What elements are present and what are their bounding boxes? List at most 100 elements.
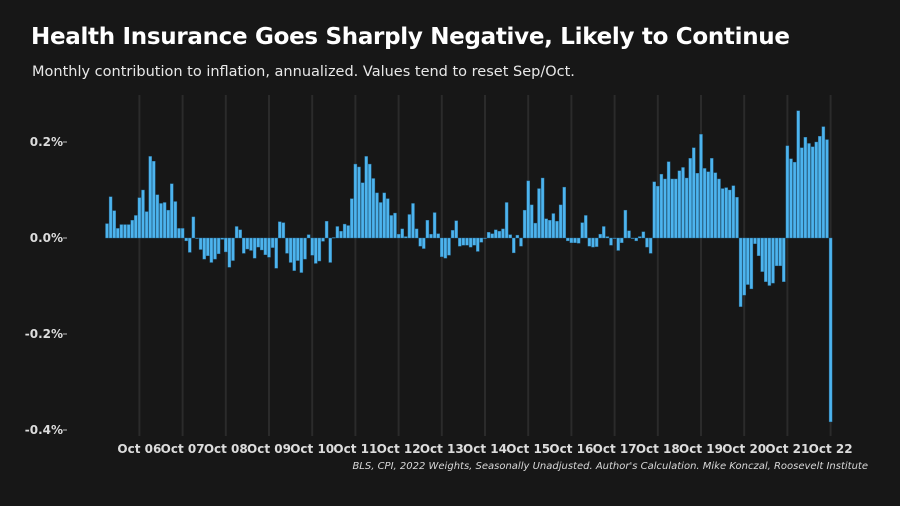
bar-2016-04 [548, 220, 552, 239]
bar-2018-08 [648, 237, 653, 254]
bar-2022-06 [814, 141, 818, 239]
bar-2015-07 [515, 234, 520, 239]
bar-2013-01 [407, 214, 412, 239]
bar-2020-03 [717, 178, 721, 239]
bar-2021-05 [767, 237, 772, 286]
bar-2013-10 [440, 237, 444, 257]
bar-2021-02 [756, 237, 761, 256]
bar-2018-07 [645, 237, 649, 248]
bar-2016-03 [544, 218, 548, 239]
bar-2020-01 [710, 158, 714, 239]
x-tick-label: Oct 14 [463, 442, 507, 456]
bar-2012-09 [393, 212, 397, 239]
x-tick-label: Oct 20 [722, 442, 766, 456]
bar-2008-03 [198, 237, 203, 250]
bar-2013-08 [432, 212, 437, 239]
bar-2020-08 [735, 196, 739, 239]
bar-2012-05 [378, 202, 383, 239]
bar-2021-06 [771, 237, 775, 284]
bar-2006-08 [130, 220, 134, 239]
bar-2017-01 [580, 222, 584, 239]
bar-2008-05 [206, 237, 210, 256]
bar-2015-04 [504, 202, 509, 239]
bar-2014-01 [450, 230, 455, 239]
bar-2010-10 [310, 237, 314, 256]
bar-2016-07 [558, 204, 563, 239]
bar-2021-01 [753, 237, 757, 244]
bar-2009-06 [252, 237, 257, 259]
x-tick-label: Oct 13 [420, 442, 464, 456]
bar-2016-05 [551, 213, 556, 239]
x-tick-label: Oct 15 [506, 442, 550, 456]
bar-2015-03 [501, 228, 505, 239]
bar-2008-11 [227, 237, 232, 268]
bar-2016-01 [537, 188, 541, 239]
bar-2012-04 [375, 192, 379, 239]
bar-2017-07 [602, 226, 606, 239]
bar-2012-08 [389, 215, 394, 239]
bar-2007-11 [184, 237, 188, 242]
bar-2021-04 [764, 237, 768, 282]
bar-2013-05 [422, 237, 426, 249]
bar-2012-07 [386, 198, 390, 239]
bar-2009-08 [260, 237, 264, 251]
y-axis: 0.2% 0.0% -0.2% -0.4% [25, 135, 67, 437]
bar-2019-12 [706, 171, 710, 239]
bar-2020-06 [728, 189, 732, 239]
bar-2010-02 [281, 222, 286, 239]
bar-2009-02 [238, 229, 242, 239]
bar-2013-06 [425, 220, 430, 239]
bar-2015-09 [522, 209, 527, 239]
bar-2006-11 [141, 189, 145, 239]
bar-2021-12 [792, 161, 797, 239]
bar-2019-08 [692, 147, 696, 239]
bar-2018-06 [641, 231, 646, 239]
bar-2022-05 [810, 146, 815, 239]
bar-2008-08 [216, 237, 221, 255]
bar-2014-12 [490, 233, 494, 239]
bar-2017-06 [598, 233, 602, 239]
source-note: BLS, CPI, 2022 Weights, Seasonally Unadj… [352, 461, 868, 472]
bar-2009-04 [245, 237, 250, 250]
bar-2014-02 [454, 220, 458, 239]
bar-2010-11 [314, 237, 318, 264]
bar-2019-07 [688, 158, 692, 239]
bar-2010-06 [296, 237, 300, 261]
bar-2011-03 [328, 237, 332, 263]
x-axis: Oct 06 Oct 07 Oct 08 Oct 09 Oct 10 Oct 11 Oct … [117, 442, 852, 456]
bar-2011-10 [353, 163, 358, 239]
bar-2014-08 [476, 237, 480, 252]
bar-2006-04 [116, 228, 120, 239]
bar-2020-02 [713, 172, 718, 239]
bar-2007-03 [155, 194, 160, 239]
bars [105, 110, 833, 423]
bar-2021-09 [782, 237, 786, 282]
bar-2010-04 [288, 237, 293, 263]
y-tick-label: 0.2% [30, 135, 63, 149]
bar-2010-08 [303, 237, 307, 260]
bar-2015-02 [497, 231, 502, 239]
bar-2018-10 [656, 185, 660, 239]
bar-2022-02 [800, 147, 804, 239]
bar-2009-03 [242, 237, 246, 254]
bar-2011-11 [357, 166, 361, 239]
bar-2010-12 [317, 237, 322, 262]
bar-2018-12 [663, 178, 667, 239]
bar-2007-07 [170, 183, 174, 239]
bar-2006-03 [112, 210, 116, 239]
bar-2011-02 [324, 220, 329, 239]
bar-2013-09 [436, 233, 440, 239]
bar-2008-01 [191, 216, 196, 239]
bar-2021-11 [789, 158, 793, 239]
bar-2006-09 [134, 215, 138, 239]
bar-2011-05 [335, 226, 340, 239]
bar-2013-12 [447, 237, 451, 256]
bar-2011-08 [346, 225, 350, 239]
x-tick-label: Oct 19 [679, 442, 723, 456]
bar-2019-05 [681, 167, 685, 239]
bar-2011-09 [350, 198, 354, 239]
chart-title: Health Insurance Goes Sharply Negative, … [31, 24, 790, 50]
bar-2008-09 [220, 237, 224, 240]
bar-2015-10 [526, 180, 530, 239]
